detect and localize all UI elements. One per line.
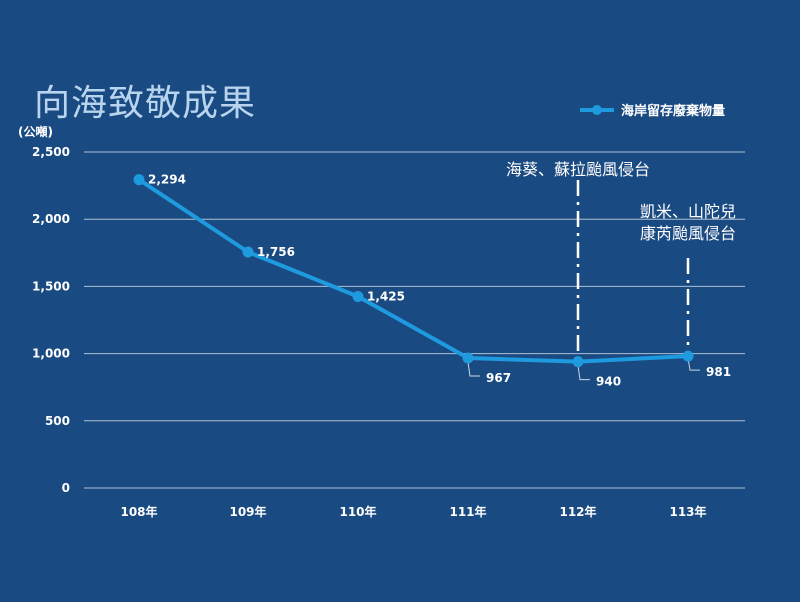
y-tick-label: 1,000 xyxy=(32,347,70,361)
label-leader xyxy=(687,358,700,371)
legend-label: 海岸留存廢棄物量 xyxy=(621,103,725,119)
y-tick-label: 500 xyxy=(45,414,70,428)
data-point xyxy=(352,290,364,302)
data-point xyxy=(133,174,145,186)
legend-marker xyxy=(592,105,602,115)
data-label: 1,756 xyxy=(257,245,295,259)
y-tick-label: 0 xyxy=(62,481,70,495)
x-tick-label: 111年 xyxy=(449,504,486,519)
x-tick-label: 112年 xyxy=(559,504,596,519)
chart-title: 向海致敬成果 xyxy=(34,83,257,124)
label-leader xyxy=(577,365,590,381)
data-point xyxy=(242,246,254,258)
data-point xyxy=(462,352,474,364)
series-line xyxy=(137,177,690,364)
label-leader xyxy=(467,361,480,377)
y-axis-label: (公噸) xyxy=(18,124,53,139)
data-label: 967 xyxy=(486,371,511,385)
data-label: 2,294 xyxy=(148,173,186,187)
x-tick-label: 110年 xyxy=(339,504,376,519)
data-label: 1,425 xyxy=(367,289,405,303)
annotation-text: 凱米、山陀兒 xyxy=(640,202,736,221)
data-label: 940 xyxy=(596,375,621,389)
data-point xyxy=(572,356,584,368)
y-tick-label: 1,500 xyxy=(32,279,70,293)
data-point xyxy=(682,350,694,362)
annotation-text: 海葵、蘇拉颱風侵台 xyxy=(506,160,650,179)
y-tick-label: 2,500 xyxy=(32,145,70,159)
x-tick-label: 113年 xyxy=(669,504,706,519)
x-tick-label: 109年 xyxy=(229,504,266,519)
y-tick-label: 2,000 xyxy=(32,212,70,226)
x-tick-label: 108年 xyxy=(120,504,157,519)
annotation-text: 康芮颱風侵台 xyxy=(640,224,736,243)
data-label: 981 xyxy=(706,365,731,379)
